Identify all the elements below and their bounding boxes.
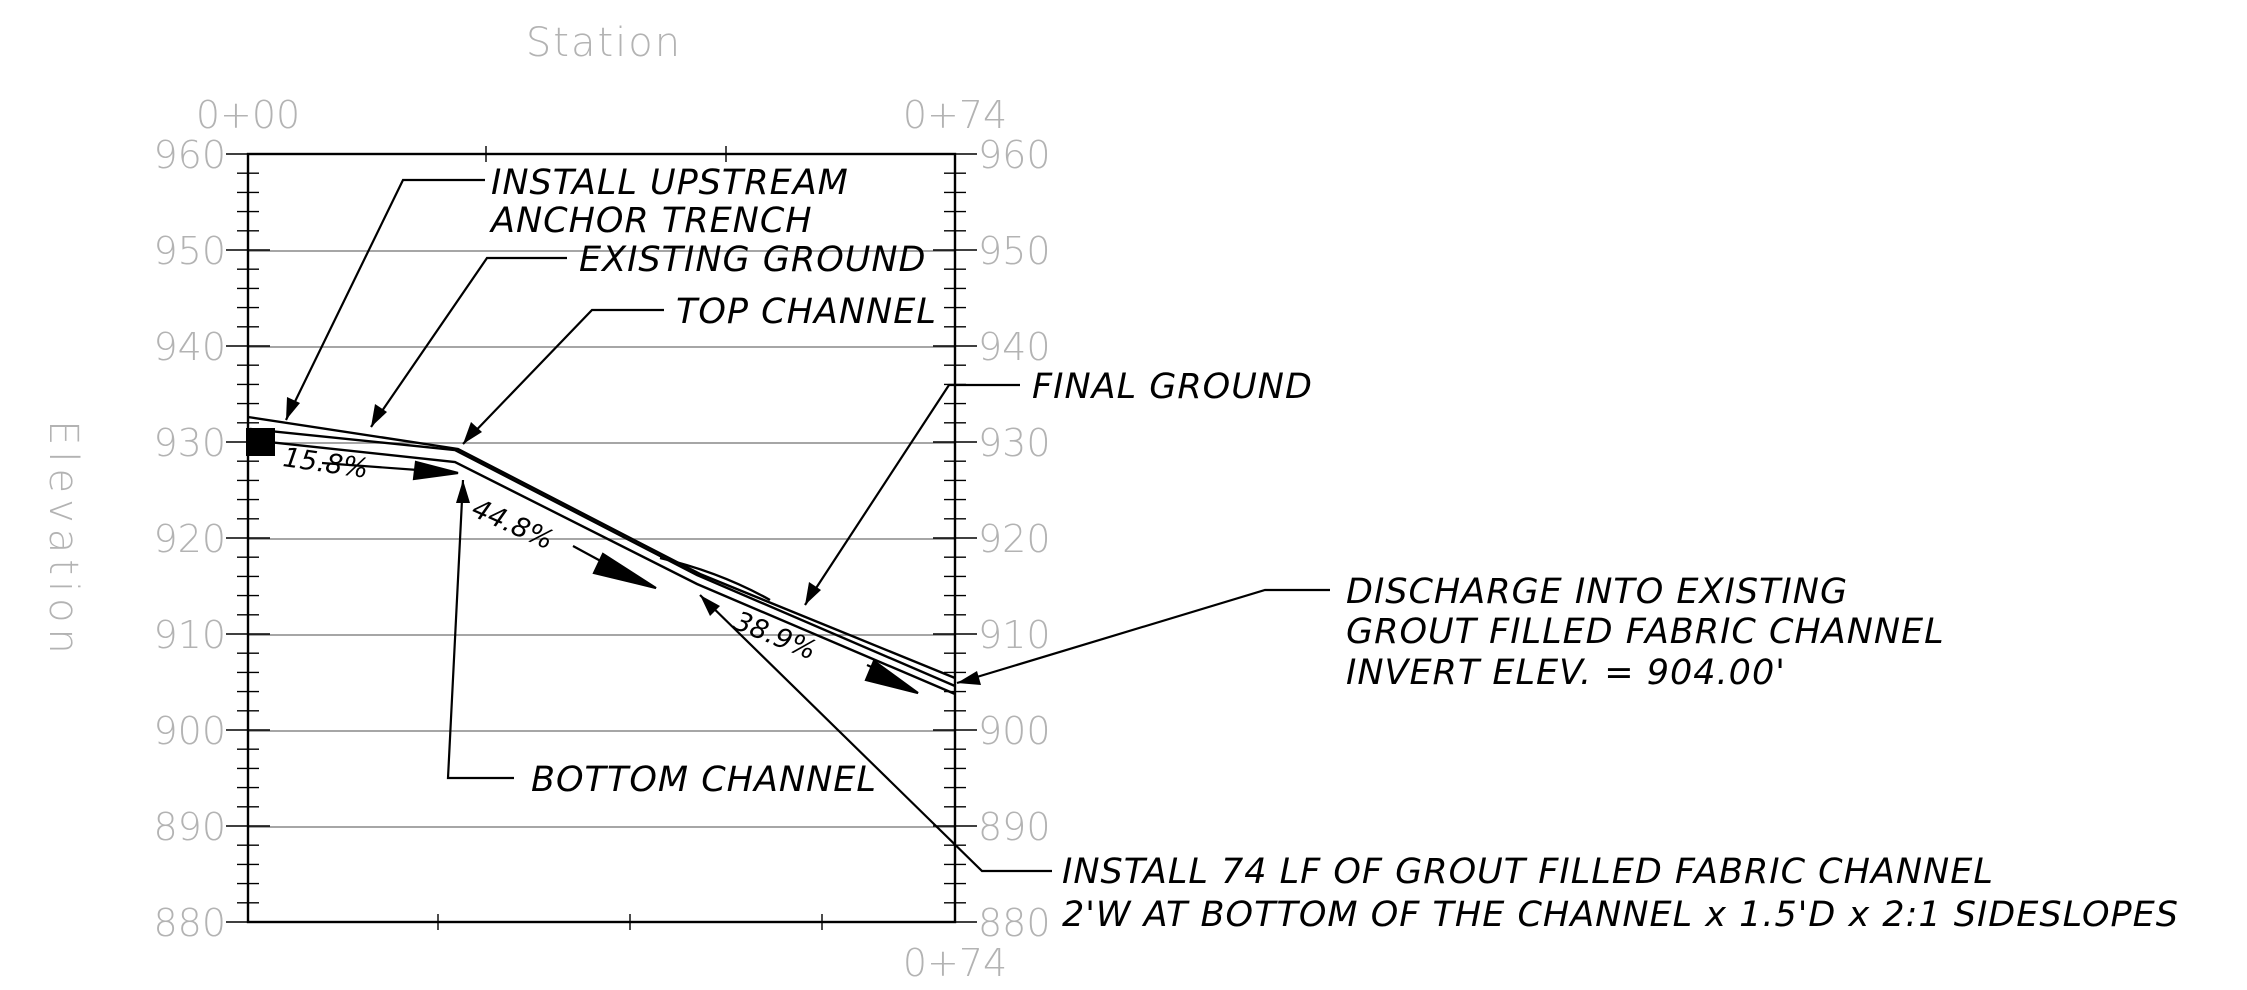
callout-install-line2: 2'W AT BOTTOM OF THE CHANNEL x 1.5'D x 2… (1062, 895, 2179, 935)
existing-ground-hump (659, 556, 771, 602)
slope-arrows (321, 460, 919, 695)
leader-discharge (956, 588, 1330, 685)
callout-bottom-channel: BOTTOM CHANNEL (531, 760, 877, 800)
leader-lines (285, 178, 1330, 873)
leader-install (699, 594, 1052, 873)
elev-label-right: 880 (978, 901, 1051, 945)
elevation-axis-title: Elevation (40, 420, 86, 660)
leader-arrowheads (286, 397, 981, 685)
profile-lines (247, 415, 956, 696)
elev-label-right: 910 (978, 613, 1051, 657)
bottom-channel-line (249, 438, 956, 696)
elev-label-left: 940 (153, 325, 226, 369)
elev-label-left: 910 (153, 613, 226, 657)
slope-arrow-2-head (592, 552, 657, 590)
callout-top-channel: TOP CHANNEL (676, 292, 937, 332)
callout-discharge-line1: DISCHARGE INTO EXISTING (1346, 572, 1848, 612)
elev-label-left: 890 (153, 805, 226, 849)
leader-arrowhead (957, 671, 981, 685)
elev-label-left: 960 (153, 133, 226, 177)
callout-text: INSTALL UPSTREAM ANCHOR TRENCH EXISTING … (489, 163, 2179, 935)
station-label-start: 0+00 (196, 93, 300, 137)
elevation-labels-left: 960 950 940 930 920 910 900 890 880 (153, 133, 226, 945)
slope-arrow-3-head (864, 659, 919, 695)
callout-anchor-trench-line2: ANCHOR TRENCH (489, 201, 813, 241)
leader-arrowhead (371, 404, 387, 427)
top-channel-line (249, 427, 956, 688)
elev-label-right: 940 (978, 325, 1051, 369)
elev-label-left: 920 (153, 517, 226, 561)
existing-ground-line (247, 415, 956, 680)
slope-arrow-1-shaft (321, 461, 419, 472)
callout-install-line1: INSTALL 74 LF OF GROUT FILLED FABRIC CHA… (1062, 852, 1994, 892)
elevation-labels-right: 960 950 940 930 920 910 900 890 880 (978, 133, 1051, 945)
elev-label-right: 920 (978, 517, 1051, 561)
elev-label-right: 960 (978, 133, 1051, 177)
leader-arrowhead (286, 397, 300, 420)
elevation-gridlines (248, 250, 955, 828)
elev-label-right: 950 (978, 229, 1051, 273)
elev-label-left: 880 (153, 901, 226, 945)
callout-final-ground: FINAL GROUND (1032, 367, 1313, 407)
slope-label-2: 44.8% (467, 493, 558, 556)
leader-final-ground (804, 383, 1020, 606)
leader-existing-ground (370, 256, 567, 428)
callout-discharge-line2: GROUT FILLED FABRIC CHANNEL (1346, 612, 1945, 652)
callout-discharge-line3: INVERT ELEV. = 904.00' (1346, 653, 1786, 693)
anchor-trench-block (246, 428, 275, 456)
station-label-end-bottom: 0+74 (903, 941, 1007, 985)
slope-label-1: 15.8% (281, 442, 370, 485)
leader-arrowhead (463, 422, 482, 444)
elev-label-left: 930 (153, 421, 226, 465)
elev-label-left: 900 (153, 709, 226, 753)
leader-top-channel (462, 308, 664, 445)
callout-existing-ground: EXISTING GROUND (579, 240, 927, 280)
leader-arrowhead (805, 582, 821, 605)
leader-bottom-channel (446, 479, 514, 780)
station-label-end-top: 0+74 (903, 93, 1007, 137)
elev-label-left: 950 (153, 229, 226, 273)
leader-arrowhead (700, 595, 720, 616)
elev-label-right: 900 (978, 709, 1051, 753)
elev-label-right: 890 (978, 805, 1051, 849)
callout-anchor-trench-line1: INSTALL UPSTREAM (491, 163, 849, 203)
leader-arrowhead (456, 480, 470, 503)
leader-anchor-trench (285, 178, 485, 421)
station-axis-title: Station (526, 20, 682, 66)
slope-arrow-1-head (412, 460, 459, 481)
elev-label-right: 930 (978, 421, 1051, 465)
